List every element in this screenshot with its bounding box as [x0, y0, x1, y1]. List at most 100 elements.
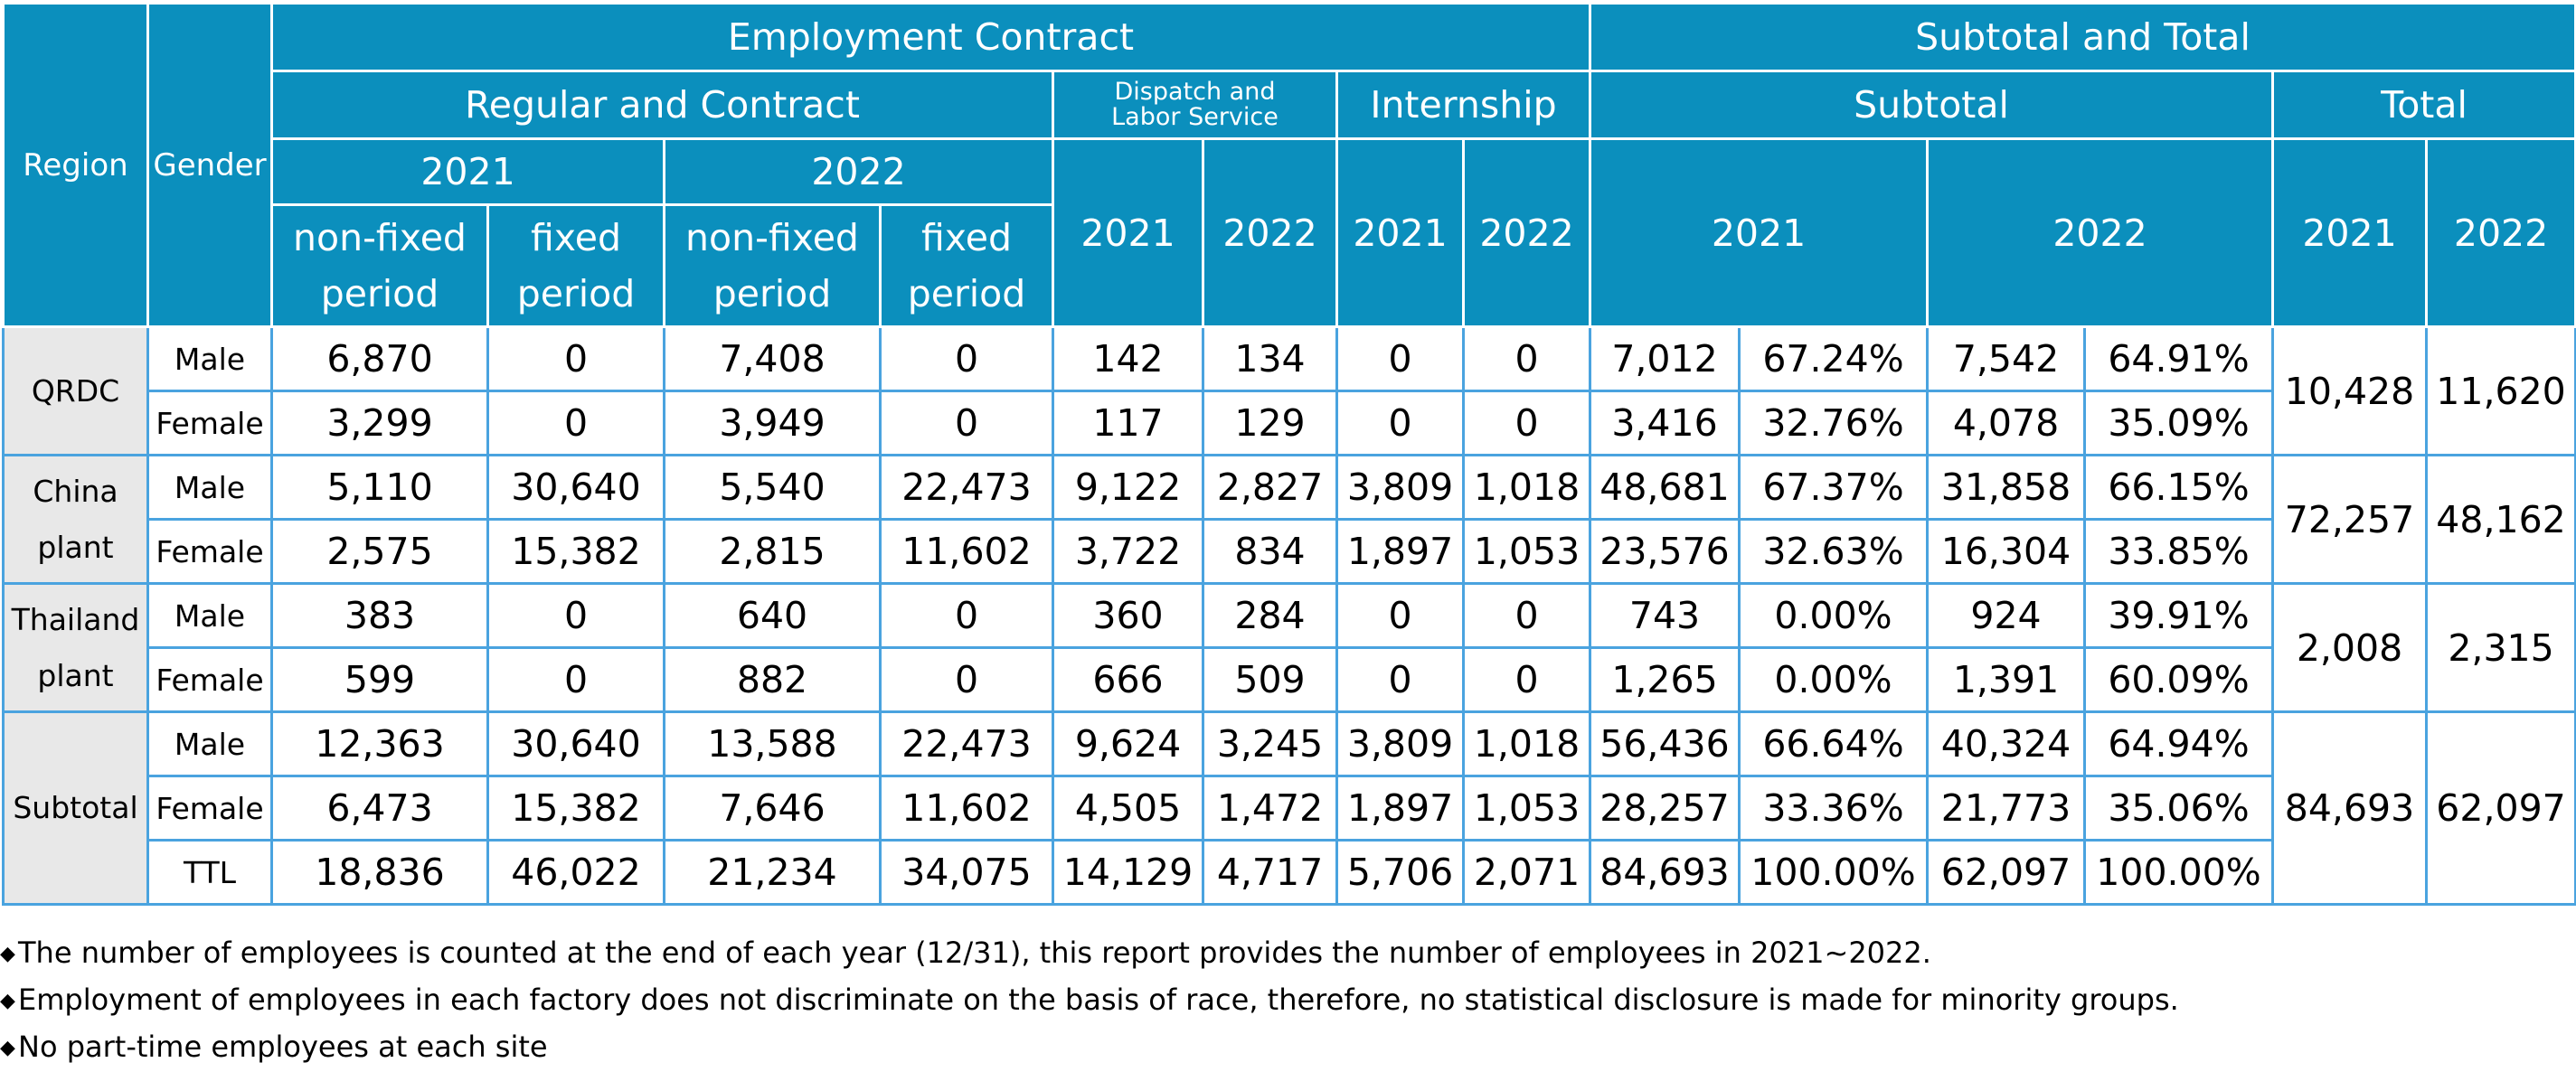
- table-row: China plant Male 5,110 30,640 5,540 22,473 9,12…: [2, 454, 2576, 585]
- region-header: Region: [2, 2, 149, 328]
- value-cell: 35.06%: [2083, 775, 2274, 842]
- value-cell: 666: [1052, 646, 1204, 713]
- value-cell: 2,815: [663, 518, 882, 585]
- non-fixed-2021-header: non-fixed period: [270, 203, 489, 328]
- value-cell: 23,576: [1589, 518, 1741, 585]
- value-cell: 7,542: [1926, 325, 2086, 392]
- subtotal-2021-header: 2021: [1589, 137, 1929, 328]
- value-cell: 2,827: [1202, 454, 1338, 521]
- value-cell: 6,473: [270, 775, 489, 842]
- value-cell: 67.37%: [1738, 454, 1929, 521]
- value-cell: 4,717: [1202, 839, 1338, 906]
- value-cell: 35.09%: [2083, 390, 2274, 456]
- diamond-bullet-icon: ◆: [0, 990, 15, 1012]
- region-cell: QRDC: [2, 325, 149, 456]
- value-cell: 64.94%: [2083, 710, 2274, 777]
- value-cell: 0: [1462, 646, 1591, 713]
- dispatch-2022-header: 2022: [1202, 137, 1338, 328]
- internship-2021-header: 2021: [1335, 137, 1465, 328]
- value-cell: 882: [663, 646, 882, 713]
- value-cell: 66.15%: [2083, 454, 2274, 521]
- value-cell: 32.63%: [1738, 518, 1929, 585]
- value-cell: 284: [1202, 582, 1338, 649]
- value-cell: 0: [879, 582, 1054, 649]
- internship-header: Internship: [1335, 70, 1591, 140]
- footnote-text: Employment of employees in each factory …: [18, 983, 2179, 1017]
- value-cell: 14,129: [1052, 839, 1204, 906]
- employment-table: Region Gender Employment Contract Subtot…: [2, 2, 2576, 906]
- value-cell: 46,022: [486, 839, 665, 906]
- value-cell: 0: [879, 390, 1054, 456]
- value-cell: 1,018: [1462, 710, 1591, 777]
- value-cell: 4,078: [1926, 390, 2086, 456]
- total-header: Total: [2270, 70, 2576, 140]
- footnote: ◆No part-time employees at each site: [0, 1023, 2576, 1070]
- total-2021-header: 2021: [2271, 137, 2428, 328]
- value-cell: 62,097: [1926, 839, 2086, 906]
- footnotes: ◆The number of employees is counted at t…: [0, 929, 2576, 1070]
- value-cell: 509: [1202, 646, 1338, 713]
- value-cell: 22,473: [879, 710, 1054, 777]
- employment-table-container: Region Gender Employment Contract Subtot…: [2, 2, 2576, 906]
- gender-cell: Male: [146, 454, 273, 521]
- value-cell: 67.24%: [1738, 325, 1929, 392]
- internship-2022-header: 2022: [1462, 137, 1591, 328]
- value-cell: 12,363: [270, 710, 489, 777]
- non-fixed-2022-header: non-fixed period: [663, 203, 882, 328]
- value-cell: 100.00%: [1738, 839, 1929, 906]
- value-cell: 84,693: [1589, 839, 1741, 906]
- region-cell: Thailand plant: [2, 582, 149, 713]
- value-cell: 3,809: [1335, 454, 1465, 521]
- subtotal-header: Subtotal: [1589, 70, 2274, 140]
- value-cell: 3,416: [1589, 390, 1741, 456]
- gender-cell: TTL: [146, 839, 273, 906]
- value-cell: 28,257: [1589, 775, 1741, 842]
- value-cell: 39.91%: [2083, 582, 2274, 649]
- gender-cell: Female: [146, 390, 273, 456]
- value-cell: 3,809: [1335, 710, 1465, 777]
- total-cell: 2,315: [2424, 582, 2576, 713]
- table-row: Female 3,299 0 3,949 0 117 129 0 0 3,416 32.76% 4,0…: [4, 390, 2576, 456]
- value-cell: 0: [879, 646, 1054, 713]
- fixed-2021-header: fixed period: [486, 203, 665, 328]
- value-cell: 7,646: [663, 775, 882, 842]
- total-cell: 62,097: [2424, 710, 2576, 906]
- value-cell: 360: [1052, 582, 1204, 649]
- value-cell: 34,075: [879, 839, 1054, 906]
- value-cell: 18,836: [270, 839, 489, 906]
- value-cell: 30,640: [486, 710, 665, 777]
- dispatch-2021-header: 2021: [1052, 137, 1204, 328]
- subtotal-2022-header: 2022: [1926, 137, 2274, 328]
- value-cell: 21,773: [1926, 775, 2086, 842]
- footnote-text: No part-time employees at each site: [18, 1030, 548, 1064]
- total-cell: 48,162: [2424, 454, 2576, 585]
- value-cell: 9,624: [1052, 710, 1204, 777]
- gender-cell: Male: [146, 325, 273, 392]
- value-cell: 1,053: [1462, 518, 1591, 585]
- value-cell: 16,304: [1926, 518, 2086, 585]
- value-cell: 4,505: [1052, 775, 1204, 842]
- value-cell: 0: [1335, 582, 1465, 649]
- value-cell: 7,408: [663, 325, 882, 392]
- value-cell: 3,949: [663, 390, 882, 456]
- value-cell: 1,018: [1462, 454, 1591, 521]
- table-row: Thailand plant Male 383 0 640 0 360 284 0 0 743 0.00…: [2, 582, 2576, 713]
- region-cell: Subtotal: [2, 710, 149, 906]
- value-cell: 33.36%: [1738, 775, 1929, 842]
- value-cell: 1,472: [1202, 775, 1338, 842]
- value-cell: 0: [1462, 582, 1591, 649]
- value-cell: 11,602: [879, 518, 1054, 585]
- value-cell: 11,602: [879, 775, 1054, 842]
- value-cell: 64.91%: [2083, 325, 2274, 392]
- value-cell: 0: [486, 646, 665, 713]
- footnote-text: The number of employees is counted at th…: [18, 936, 1931, 970]
- value-cell: 1,897: [1335, 775, 1465, 842]
- value-cell: 129: [1202, 390, 1338, 456]
- fixed-2022-header: fixed period: [879, 203, 1054, 328]
- table-row: Female 2,575 15,382 2,815 11,602 3,722 834 1,89…: [4, 518, 2576, 585]
- value-cell: 15,382: [486, 518, 665, 585]
- value-cell: 640: [663, 582, 882, 649]
- value-cell: 7,012: [1589, 325, 1741, 392]
- employment-contract-header: Employment Contract: [270, 2, 1591, 72]
- table-body: QRDC Male 6,870 0 7,408 0 142 134 0 0 7,012 67.24% 7…: [2, 325, 2576, 906]
